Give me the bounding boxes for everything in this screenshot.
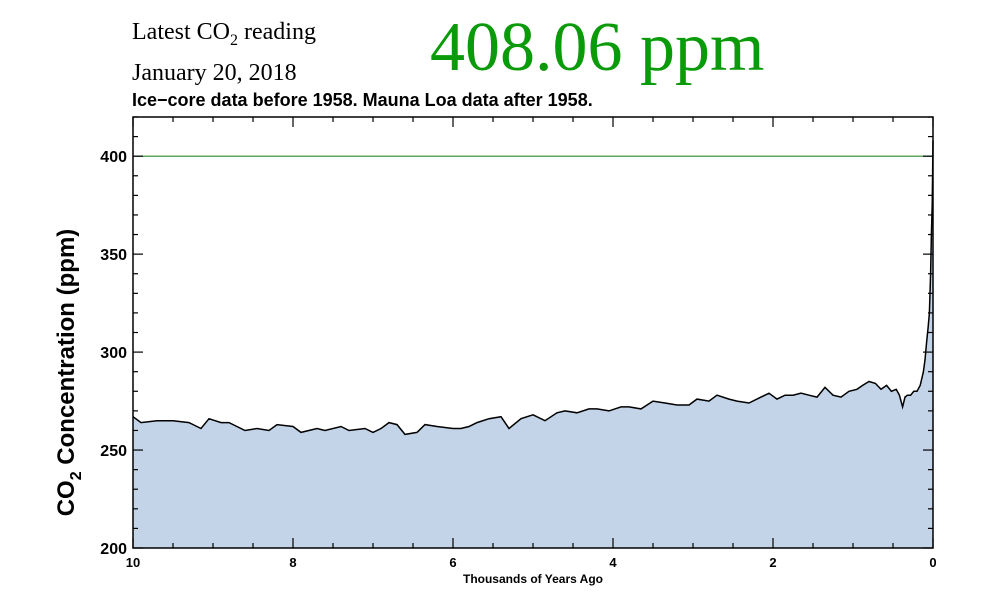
current-reading-value: 408.06 ppm bbox=[430, 9, 765, 86]
co2-series-line bbox=[132, 140, 934, 436]
latest-label-prefix: Latest CO bbox=[132, 19, 230, 45]
x-axis-label: Thousands of Years Ago bbox=[463, 572, 603, 586]
y-axis-label: CO2 Concentration (ppm) bbox=[53, 229, 85, 517]
x-tick-label: 8 bbox=[289, 555, 296, 570]
x-tick-label: 0 bbox=[929, 555, 936, 570]
latest-label-suffix: reading bbox=[237, 19, 316, 45]
x-tick-label: 6 bbox=[449, 555, 456, 570]
y-tick-label: 400 bbox=[100, 149, 127, 166]
y-tick-label: 250 bbox=[100, 443, 127, 460]
y-label-subscript: 2 bbox=[68, 471, 85, 480]
y-tick-label: 200 bbox=[100, 541, 127, 558]
y-tick-label: 300 bbox=[100, 345, 127, 362]
x-tick-label: 2 bbox=[769, 555, 776, 570]
latest-label-subscript: 2 bbox=[229, 31, 238, 49]
reading-date: January 20, 2018 bbox=[132, 59, 297, 86]
y-tick-label: 350 bbox=[100, 247, 127, 264]
latest-reading-header: Latest CO2 reading January 20, 2018 bbox=[132, 16, 316, 89]
y-label-suffix: Concentration (ppm) bbox=[53, 229, 80, 472]
x-tick-label: 10 bbox=[126, 555, 140, 570]
y-label-prefix: CO bbox=[53, 480, 80, 516]
y-axis: 200 250 300 350 400 bbox=[100, 116, 933, 558]
x-tick-label: 4 bbox=[609, 555, 617, 570]
x-axis: 10 8 6 4 2 0 bbox=[126, 117, 937, 570]
chart-title: Ice−core data before 1958. Mauna Loa dat… bbox=[132, 90, 593, 110]
co2-area-fill bbox=[133, 140, 933, 548]
latest-reading-label: Latest CO2 reading bbox=[132, 16, 316, 57]
